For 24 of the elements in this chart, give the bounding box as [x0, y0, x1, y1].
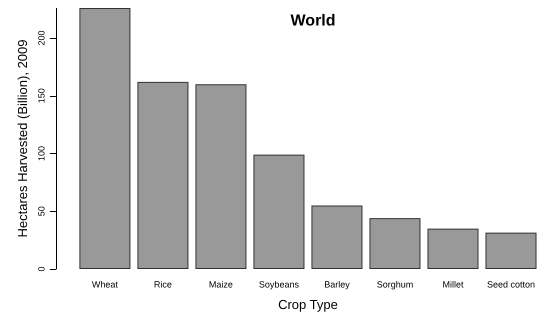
bar — [195, 84, 246, 269]
chart-title: World — [290, 12, 336, 30]
x-tick-label: Millet — [442, 280, 464, 290]
x-tick-label: Wheat — [92, 280, 118, 290]
bar — [427, 228, 479, 269]
bar — [485, 232, 537, 269]
x-tick-label: Sorghum — [376, 280, 414, 290]
bar — [79, 8, 130, 269]
y-tick-label: 150 — [36, 88, 46, 104]
y-tick-label: 50 — [36, 206, 46, 216]
y-tick-label: 200 — [36, 30, 46, 46]
x-tick-label: Barley — [324, 280, 350, 290]
bar — [253, 154, 304, 269]
y-tick-label: 100 — [36, 146, 46, 162]
x-tick-label: Rice — [154, 280, 172, 290]
y-tick-label: 0 — [36, 266, 46, 272]
bar — [311, 205, 362, 269]
x-tick-label: Seed cotton — [486, 280, 536, 290]
bar — [137, 82, 188, 269]
bar — [369, 218, 420, 269]
y-axis-title: Hectares Harvested (Billion), 2009 — [15, 40, 30, 238]
x-tick-label: Soybeans — [258, 280, 300, 290]
x-axis-title: Crop Type — [278, 297, 338, 312]
x-tick-label: Maize — [208, 280, 233, 290]
